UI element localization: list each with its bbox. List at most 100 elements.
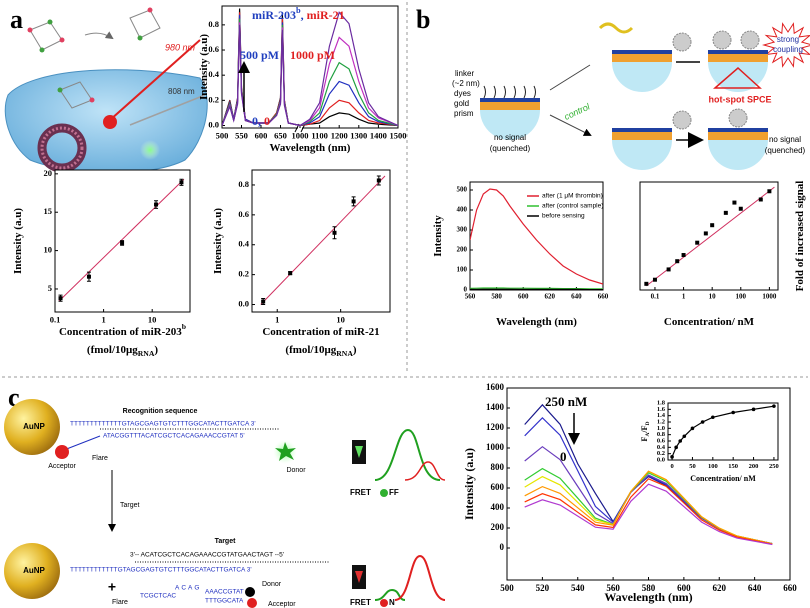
label-part: , (258, 114, 264, 128)
x-axis-label: Concentration of miR-203b (59, 322, 186, 337)
label-part: Concentration of miR-21 (262, 326, 379, 338)
x-tick-label: 1400 (370, 130, 387, 140)
label-part: , (301, 8, 307, 22)
label-part: b (296, 6, 301, 15)
x-tick-label: 1300 (350, 130, 367, 140)
point (58, 296, 63, 301)
label: AuNP (23, 422, 45, 431)
label: TTTGGCATA (205, 598, 244, 605)
y-tick-label: 1600 (486, 382, 505, 392)
label: Target (120, 502, 140, 509)
label: Flare (92, 455, 108, 462)
y-tick-label: 200 (491, 522, 505, 532)
x-tick-label: 100 (736, 293, 747, 301)
legend-label: after (control sample) (542, 203, 603, 210)
starburst (761, 22, 810, 68)
x-tick-label: 660 (598, 293, 609, 301)
trend-line (260, 175, 386, 305)
label: TTTTTTTTTTTTGTAGCGAGTGTCTTTGGCATACTTGATC… (70, 567, 252, 574)
label-part: Concentration of miR-203 (59, 326, 182, 338)
schematic-c: AuNP Recognition sequence TTTTTTTTTTTTTG… (4, 399, 446, 608)
point (288, 271, 293, 276)
annotation: 0, 0 (252, 114, 270, 128)
data-line (524, 483, 773, 546)
label-part: RNA (138, 349, 155, 358)
y-tick-label: 0.2 (208, 94, 219, 104)
point (675, 259, 680, 264)
label: Recognition sequence (123, 408, 198, 415)
chart: 0.0 0.2 0.4 0.6 0.8 1 10 Concentration of miR-2… (212, 169, 391, 358)
point (120, 240, 125, 245)
y-tick-label: 1000 (486, 442, 505, 452)
y-axis-label: Intensity (a.u) (212, 208, 224, 274)
label: no signal (769, 135, 801, 144)
x-axis-label: Wavelength (nm) (270, 142, 351, 154)
x-tick-label: 600 (518, 293, 529, 301)
label-part: Wavelength (nm) (496, 316, 577, 328)
label-part: Concentration/ nM (664, 316, 755, 328)
label-part: ) (154, 344, 158, 356)
x-tick-label: 50 (689, 463, 696, 470)
x-axis-label: Concentration of miR-21 (262, 326, 379, 338)
label: ACAG (175, 585, 201, 592)
data-line (470, 188, 603, 285)
point (682, 434, 687, 439)
y-tick-label: 0.2 (238, 269, 249, 279)
x-tick-label: 600 (677, 583, 691, 593)
x-tick-label: 580 (642, 583, 656, 593)
x-axis-label: Concentration/ nM (690, 474, 756, 483)
point (710, 223, 715, 228)
point (666, 267, 671, 272)
annotation: 1000 pM (290, 48, 335, 62)
y-tick-label: 400 (457, 206, 468, 214)
x-axis-label: (fmol/10μgRNA) (87, 344, 159, 359)
schematic-a: 980 nm 808 nm (4, 7, 208, 174)
point (731, 410, 735, 415)
x-tick-label: 620 (713, 583, 727, 593)
point (681, 253, 686, 258)
y-tick-label: 1.2 (657, 418, 665, 425)
point (695, 240, 700, 245)
annotation: 250 nM (545, 394, 587, 409)
y-tick-label: 0.8 (238, 179, 249, 189)
y-tick-label: 200 (457, 246, 468, 254)
label-part: Intensity (432, 215, 444, 257)
x-tick-label: 560 (606, 583, 620, 593)
label: Target (215, 538, 237, 545)
x-tick-label: 10 (336, 314, 345, 324)
point (703, 231, 708, 236)
label: dyes (454, 89, 471, 98)
x-tick-label: 540 (571, 583, 585, 593)
label-part: Wavelength (nm) (604, 590, 692, 604)
y-tick-label: 0 (464, 286, 468, 294)
point (678, 439, 683, 443)
data-line (222, 11, 398, 127)
point (179, 180, 184, 185)
annotation: miR-203b, miR-21 (252, 6, 345, 21)
point (700, 420, 705, 424)
label-part: (fmol/10μg (285, 344, 336, 356)
x-tick-label: 250 (769, 463, 779, 470)
x-tick-label: 1 (682, 293, 686, 301)
label: (~2 nm) (452, 79, 480, 88)
panel-label: a (10, 5, 23, 34)
label-part: Wavelength (nm) (270, 142, 351, 154)
chart: 0 100 200 300 400 500 560 580 600 620 640 660 Wavele… (432, 181, 609, 328)
label-part: Fold of increased signal (794, 181, 806, 292)
label: prism (454, 109, 474, 118)
x-tick-label: 1500 (390, 130, 407, 140)
label-part: 500 pM (240, 48, 279, 62)
label: + (108, 579, 116, 595)
label-part: D (645, 421, 651, 425)
y-tick-label: 10 (44, 245, 53, 255)
label: Acceptor (268, 601, 296, 608)
x-tick-label: 660 (783, 583, 797, 593)
label: 3'-- ACATCGCTCACAGAAACCGTATGAACTAGT --5' (130, 552, 284, 559)
panel-label: c (8, 383, 20, 412)
label: strong (777, 35, 799, 44)
x-tick-label: 1 (275, 314, 279, 324)
label: Donor (286, 467, 306, 474)
label: ATACGGTTTACATCGCTCACAGAAACCGTAT 5' (103, 433, 245, 440)
y-tick-label: 1.0 (657, 425, 665, 432)
plot-frame (667, 402, 779, 461)
